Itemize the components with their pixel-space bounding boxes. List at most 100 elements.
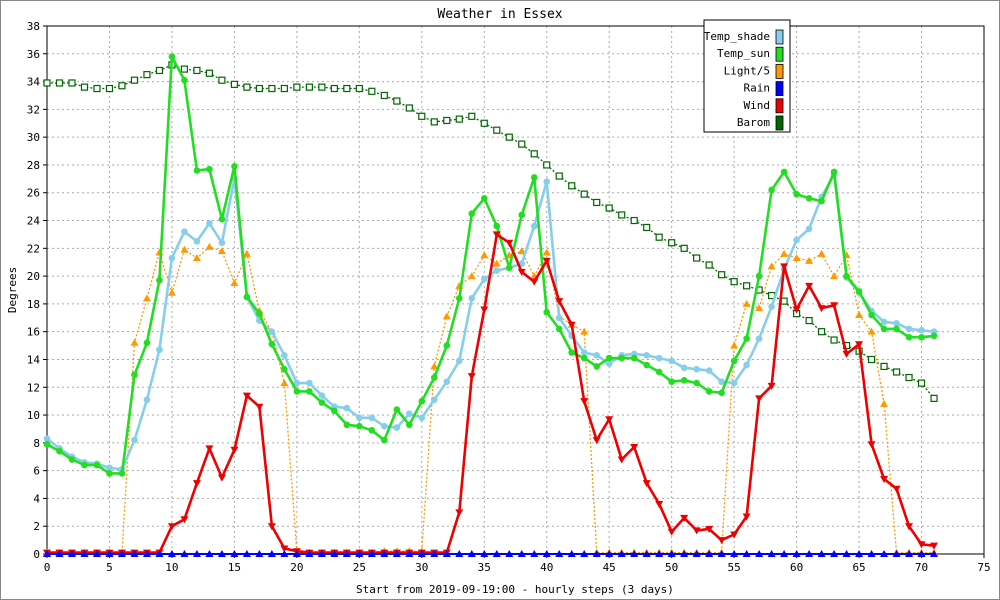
data-point-temp-shade [880, 318, 888, 326]
data-point-wind [917, 541, 926, 549]
data-point-temp-shade [593, 352, 601, 359]
data-point-wind [705, 525, 714, 533]
data-point-rain [605, 550, 614, 557]
data-point-barom [230, 80, 238, 88]
x-tick-label: 35 [478, 561, 491, 574]
data-point-rain [80, 550, 89, 557]
data-point-wind [467, 373, 476, 381]
y-tick-label: 36 [27, 48, 40, 61]
data-point-barom [605, 204, 613, 212]
data-point-barom [718, 271, 726, 279]
data-point-barom [355, 84, 363, 93]
data-point-rain [717, 550, 726, 557]
data-point-barom [180, 65, 189, 73]
data-point-light-5 [280, 379, 289, 387]
data-point-temp-shade [293, 379, 301, 387]
data-point-temp-shade [318, 392, 326, 399]
data-point-temp-shade [131, 436, 138, 444]
legend-item: Rain [744, 81, 784, 96]
data-point-temp-sun [293, 388, 301, 395]
data-point-wind [542, 257, 551, 265]
data-point-temp-sun [406, 421, 413, 429]
legend-swatch [775, 29, 784, 45]
data-point-rain [680, 550, 689, 557]
x-tick-label: 60 [790, 561, 803, 574]
series-line-temp-sun [46, 55, 935, 475]
data-point-temp-sun [618, 354, 625, 362]
x-tick-label: 40 [540, 561, 553, 574]
data-point-barom [405, 104, 413, 112]
data-point-light-5 [755, 304, 764, 312]
data-point-rain [505, 550, 514, 557]
data-point-barom [105, 84, 114, 93]
x-tick-label: 75 [977, 561, 990, 574]
data-point-barom [493, 126, 501, 134]
data-point-rain [617, 550, 626, 557]
data-point-temp-sun [930, 332, 938, 340]
data-point-temp-sun [755, 272, 763, 280]
data-point-wind [755, 395, 764, 403]
data-point-temp-shade [306, 379, 313, 387]
data-point-rain [480, 550, 489, 557]
data-point-barom [418, 112, 426, 120]
data-point-temp-shade [193, 238, 201, 245]
series-temp-sun [43, 53, 938, 477]
series-line-light-5 [47, 246, 934, 554]
data-point-wind [730, 531, 739, 539]
data-point-wind [592, 437, 601, 445]
data-point-wind [267, 523, 276, 531]
data-point-rain [255, 550, 264, 557]
y-tick-label: 8 [33, 437, 40, 450]
data-point-barom [593, 198, 601, 207]
data-point-barom [68, 79, 76, 87]
data-point-wind [780, 263, 789, 271]
y-tick-label: 38 [27, 20, 40, 33]
data-point-temp-shade [281, 352, 288, 359]
y-tick-label: 0 [33, 548, 40, 561]
data-point-barom [892, 368, 901, 376]
data-point-barom [118, 82, 126, 90]
data-point-rain [792, 550, 801, 557]
data-point-rain [930, 550, 939, 557]
data-point-temp-shade [543, 178, 551, 185]
data-point-wind [880, 475, 889, 483]
y-tick-label: 20 [27, 270, 40, 283]
data-point-temp-sun [143, 339, 151, 347]
data-point-temp-sun [643, 361, 650, 369]
y-tick-label: 4 [33, 492, 40, 505]
data-point-temp-sun [505, 264, 513, 272]
data-point-temp-shade [206, 220, 213, 227]
data-point-temp-shade [743, 361, 750, 369]
data-point-barom [155, 66, 164, 75]
data-point-rain [442, 550, 451, 557]
data-point-wind [767, 382, 776, 390]
data-point-light-5 [542, 248, 551, 256]
data-point-barom [693, 254, 701, 262]
axes: 0 5 10 15 20 25 30 35 40 45 50 55 60 65 70 750246810121… [27, 20, 991, 574]
data-point-wind [230, 446, 239, 454]
data-point-rain [392, 550, 401, 557]
data-point-rain [630, 550, 639, 557]
x-tick-label: 65 [852, 561, 865, 574]
data-point-temp-sun [468, 210, 476, 217]
data-point-temp-sun [843, 272, 850, 280]
y-axis-label: Degrees [6, 267, 19, 313]
data-point-temp-shade [905, 325, 913, 333]
data-point-temp-shade [156, 346, 163, 354]
data-point-temp-shade [393, 424, 401, 431]
data-point-barom [430, 118, 438, 126]
data-point-light-5 [817, 249, 826, 257]
data-point-wind [455, 509, 464, 517]
data-point-temp-sun [281, 365, 288, 373]
data-point-rain [205, 550, 214, 557]
data-point-rain [592, 550, 601, 557]
data-point-barom [668, 239, 676, 247]
data-point-barom [193, 66, 201, 75]
data-point-temp-sun [231, 163, 238, 170]
legend-label: Light/5 [724, 64, 770, 77]
data-point-barom [380, 91, 388, 100]
legend-label: Temp_sun [717, 47, 770, 60]
data-point-wind [192, 480, 201, 488]
data-point-rain [267, 550, 276, 557]
data-point-wind [742, 513, 751, 521]
